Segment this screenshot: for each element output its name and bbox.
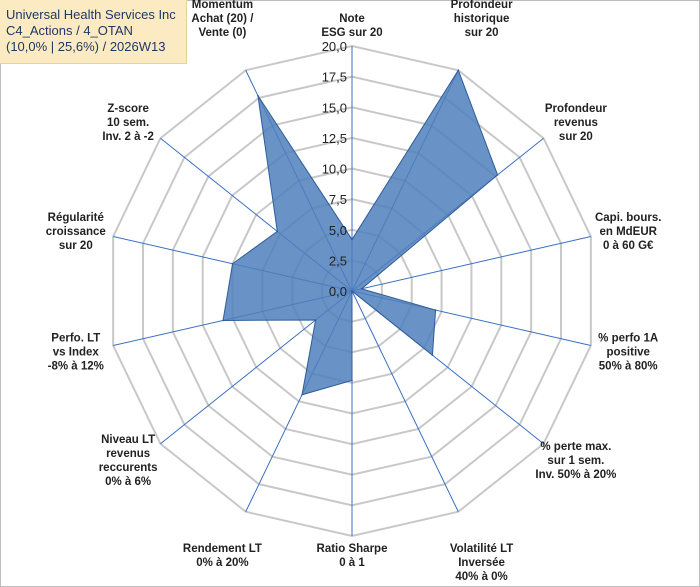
radial-tick-label: 0,0 <box>329 284 347 299</box>
company-name: Universal Health Services Inc <box>6 7 176 22</box>
axis-label: Z-score 10 sem. Inv. 2 à -2 <box>102 103 154 143</box>
axis-spoke <box>351 235 591 292</box>
axis-label-line: 10 sem. <box>107 117 149 129</box>
axis-label-line: sur 1 sem. <box>547 455 604 467</box>
radial-tick-label: 12,5 <box>322 131 347 146</box>
axis-label: % perte max. sur 1 sem. Inv. 50% à 20% <box>535 441 616 481</box>
axis-label-line: croissance <box>46 226 106 238</box>
chart-title-box: Universal Health Services Inc C4_Actions… <box>0 0 187 64</box>
data-point <box>351 290 353 292</box>
axis-label-line: Profondeur <box>545 103 607 115</box>
data-point <box>231 262 234 265</box>
axis-spoke <box>351 290 459 512</box>
portfolio-category: C4_Actions / 4_OTAN <box>6 23 133 38</box>
axis-label-line: 0 à 1 <box>339 557 365 569</box>
radial-tick-label: 5,0 <box>329 223 347 238</box>
axis-label-line: Note <box>339 13 365 25</box>
axis-label-line: positive <box>606 347 649 359</box>
axis-label-line: historique <box>454 13 510 25</box>
axis-label: Profondeur revenus sur 20 <box>545 103 607 143</box>
axis-label-line: Achat (20) / <box>191 13 254 25</box>
axis-label-line: sur 20 <box>465 27 499 39</box>
axis-label: Momentum Achat (20) / Vente (0) <box>191 0 254 39</box>
axis-label-line: Inv. 50% à 20% <box>535 469 616 481</box>
axis-label-line: Ratio Sharpe <box>317 543 388 555</box>
data-point <box>351 379 353 382</box>
axis-label-line: sur 20 <box>59 240 93 252</box>
axis-label-line: Perfo. LT <box>51 333 100 345</box>
axis-label: % perfo 1A positive 50% à 80% <box>598 333 658 373</box>
axis-label: Profondeur historique sur 20 <box>451 0 513 39</box>
data-point <box>431 354 434 356</box>
data-point <box>457 69 460 72</box>
data-point <box>360 288 363 290</box>
axis-label-line: % perte max. <box>540 441 611 453</box>
axis-label-line: Momentum <box>192 0 253 11</box>
radial-tick-label: 7,5 <box>329 192 347 207</box>
data-point <box>276 230 279 233</box>
data-point <box>314 319 317 321</box>
radial-tick-label: 2,5 <box>329 253 347 268</box>
axis-label: Ratio Sharpe 0 à 1 <box>317 543 388 569</box>
data-point <box>301 393 303 396</box>
score-period: (10,0% | 25,6%) / 2026W13 <box>6 39 166 54</box>
axis-label-line: vs Index <box>53 347 100 359</box>
axis-label-line: Capi. bours. <box>595 212 661 224</box>
axis-label-line: revenus <box>106 448 150 460</box>
axis-label-line: 0% à 6% <box>105 476 151 488</box>
axis-label: Capi. bours. en MdEUR 0 à 60 G€ <box>595 212 661 252</box>
axis-label: Régularité croissance sur 20 <box>46 212 106 252</box>
data-point <box>351 238 353 241</box>
axis-label-line: Profondeur <box>451 0 513 11</box>
axis-label-line: Rendement LT <box>183 543 262 555</box>
axis-label: Perfo. LT vs Index -8% à 12% <box>48 333 104 373</box>
axis-label-line: -8% à 12% <box>48 361 104 373</box>
axis-label: Note ESG sur 20 <box>321 13 382 39</box>
axis-label-line: Niveau LT <box>101 434 155 446</box>
axis-label: Volatilité LT Inversée 40% à 0% <box>450 543 513 583</box>
axis-label-line: Volatilité LT <box>450 543 513 555</box>
axis-label: Niveau LT revenus reccurents 0% à 6% <box>99 434 158 488</box>
axis-label-line: sur 20 <box>559 131 593 143</box>
axis-label-line: ESG sur 20 <box>321 27 382 39</box>
axis-label-line: 0% à 20% <box>196 557 248 569</box>
axis-label-line: reccurents <box>99 462 158 474</box>
radial-tick-label: 20,0 <box>322 39 347 54</box>
axis-label-line: Z-score <box>107 103 149 115</box>
axis-label-line: 0 à 60 G€ <box>603 240 654 252</box>
axis-label-line: en MdEUR <box>599 226 657 238</box>
axis-label-line: Inv. 2 à -2 <box>102 131 154 143</box>
axis-label-line: Régularité <box>48 212 104 224</box>
axis-label-line: % perfo 1A <box>598 333 658 345</box>
axis-label-line: Inversée <box>458 557 505 569</box>
data-point <box>496 174 499 176</box>
axis-label-line: Vente (0) <box>198 27 246 39</box>
axis-label-line: 40% à 0% <box>455 571 507 583</box>
axis-label-line: revenus <box>554 117 598 129</box>
axis-label-line: 50% à 80% <box>599 361 658 373</box>
data-point <box>257 94 259 97</box>
axis-label: Rendement LT 0% à 20% <box>183 543 262 569</box>
data-point <box>222 319 224 322</box>
data-point <box>434 309 437 311</box>
radial-tick-label: 15,0 <box>322 100 347 115</box>
radial-tick-label: 10,0 <box>322 162 347 177</box>
radial-tick-label: 17,5 <box>322 70 347 85</box>
